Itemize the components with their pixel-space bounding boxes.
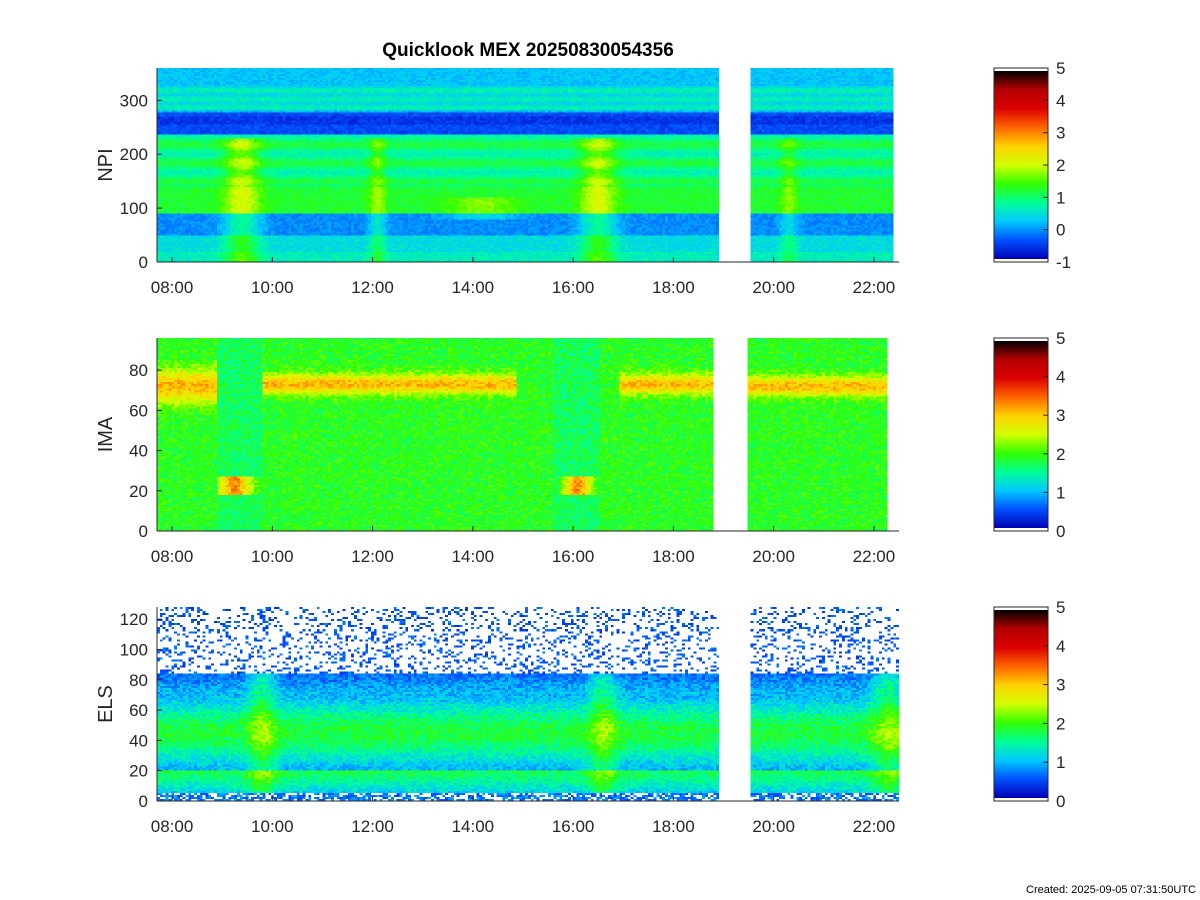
x-tick-label: 12:00 — [351, 817, 394, 836]
created-timestamp: Created: 2025-09-05 07:31:50UTC — [1026, 884, 1196, 896]
colorbar-tick-label: 5 — [1056, 59, 1065, 78]
colorbar-tick-label: 5 — [1056, 598, 1065, 617]
y-tick-label: 60 — [129, 701, 148, 720]
y-tick-label: 80 — [129, 671, 148, 690]
colorbar-tick-label: 3 — [1056, 124, 1065, 143]
x-tick-label: 08:00 — [151, 817, 194, 836]
colorbar-tick-label: 4 — [1056, 637, 1065, 656]
x-tick-label: 14:00 — [452, 278, 495, 297]
y-axis-label: ELS — [95, 685, 117, 723]
x-tick-label: 22:00 — [853, 278, 896, 297]
x-tick-label: 10:00 — [251, 547, 294, 566]
x-tick-label: 20:00 — [752, 278, 795, 297]
x-tick-label: 22:00 — [853, 817, 896, 836]
x-tick-label: 20:00 — [752, 817, 795, 836]
colorbar — [994, 341, 1048, 528]
colorbar-tick-label: 4 — [1056, 91, 1065, 110]
panel-ima: 08:00 10:00 12:00 14:00 16:00 18:00 20:00 22:00… — [95, 329, 1065, 566]
y-tick-label: 40 — [129, 731, 148, 750]
colorbar-tick-label: 3 — [1056, 676, 1065, 695]
x-tick-label: 14:00 — [452, 547, 495, 566]
colorbar-tick-label: 0 — [1056, 792, 1065, 811]
colorbar-frame — [993, 337, 1049, 532]
y-tick-label: 0 — [139, 253, 148, 272]
y-tick-label: 20 — [129, 762, 148, 781]
y-axis-label: NPI — [95, 148, 117, 181]
x-tick-label: 08:00 — [151, 278, 194, 297]
y-tick-label: 300 — [120, 91, 148, 110]
x-tick-label: 18:00 — [652, 817, 695, 836]
y-tick-label: 100 — [120, 640, 148, 659]
y-tick-label: 120 — [120, 610, 148, 629]
y-tick-label: 0 — [139, 522, 148, 541]
colorbar-tick-label: 2 — [1056, 714, 1065, 733]
panels: 08:00 10:00 12:00 14:00 16:00 18:00 20:00 22:00… — [95, 59, 1071, 836]
y-tick-label: 60 — [129, 401, 148, 420]
x-tick-label: 20:00 — [752, 547, 795, 566]
x-tick-label: 18:00 — [652, 278, 695, 297]
spectrogram-image — [157, 338, 899, 531]
x-tick-label: 10:00 — [251, 278, 294, 297]
panel-els: 08:00 10:00 12:00 14:00 16:00 18:00 20:00 22:00… — [95, 598, 1065, 836]
colorbar-tick-label: 3 — [1056, 406, 1065, 425]
colorbar-tick-label: 4 — [1056, 368, 1065, 387]
colorbar — [994, 71, 1048, 259]
figure-title: Quicklook MEX 20250830054356 — [382, 40, 674, 61]
colorbar-tick-label: 5 — [1056, 329, 1065, 348]
y-tick-label: 40 — [129, 442, 148, 461]
y-tick-label: 200 — [120, 145, 148, 164]
colorbar-tick-label: -1 — [1056, 253, 1071, 272]
colorbar-tick-label: 1 — [1056, 483, 1065, 502]
x-tick-label: 18:00 — [652, 547, 695, 566]
y-axis-label: IMA — [95, 416, 117, 452]
colorbar-tick-label: 0 — [1056, 522, 1065, 541]
spectrogram-image — [157, 607, 899, 801]
x-tick-label: 22:00 — [853, 547, 896, 566]
colorbar-tick-label: 1 — [1056, 753, 1065, 772]
x-tick-label: 12:00 — [351, 278, 394, 297]
colorbar-tick-label: 2 — [1056, 445, 1065, 464]
x-tick-label: 16:00 — [552, 547, 595, 566]
colorbar-frame — [993, 606, 1049, 802]
x-tick-label: 10:00 — [251, 817, 294, 836]
colorbar-tick-label: 2 — [1056, 156, 1065, 175]
y-tick-label: 100 — [120, 199, 148, 218]
colorbar-tick-label: 0 — [1056, 221, 1065, 240]
x-tick-label: 16:00 — [552, 278, 595, 297]
x-tick-label: 16:00 — [552, 817, 595, 836]
panel-npi: 08:00 10:00 12:00 14:00 16:00 18:00 20:00 22:00… — [95, 59, 1071, 297]
y-tick-label: 20 — [129, 482, 148, 501]
colorbar-tick-label: 1 — [1056, 188, 1065, 207]
y-tick-label: 80 — [129, 361, 148, 380]
y-tick-label: 0 — [139, 792, 148, 811]
spectrogram-image — [157, 68, 899, 262]
x-tick-label: 14:00 — [452, 817, 495, 836]
x-tick-label: 08:00 — [151, 547, 194, 566]
colorbar — [994, 610, 1048, 798]
x-tick-label: 12:00 — [351, 547, 394, 566]
